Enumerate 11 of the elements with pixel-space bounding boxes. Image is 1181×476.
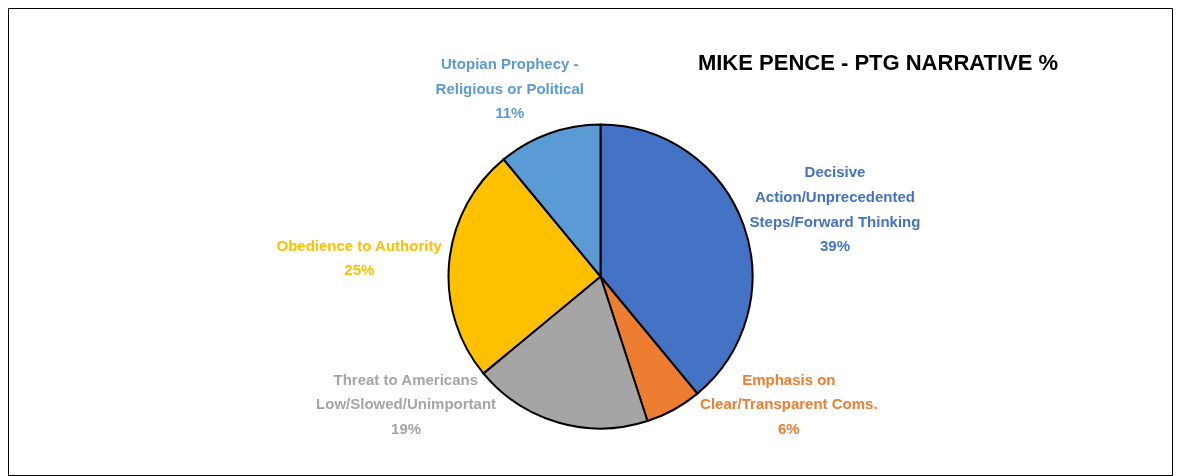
chart-title: MIKE PENCE - PTG NARRATIVE % [697,50,1059,75]
slice-label: Utopian Prophecy - Religious or Political [435,55,584,97]
data-label: 11% [495,104,525,122]
slice-label: Obedience to Authority [276,236,443,254]
data-label: 39% [820,237,851,255]
slice-label: Decisive Action/Unprecedented Steps/Forward Thinking [749,163,921,230]
slice-label: Emphasis on Clear/Transparent Coms. [700,370,878,413]
data-label: 25% [344,261,375,279]
slice-label: Threat to Americans Low/Slowed/Unimportant [316,370,497,413]
data-label: 19% [391,420,422,438]
data-label: 6% [778,420,800,438]
